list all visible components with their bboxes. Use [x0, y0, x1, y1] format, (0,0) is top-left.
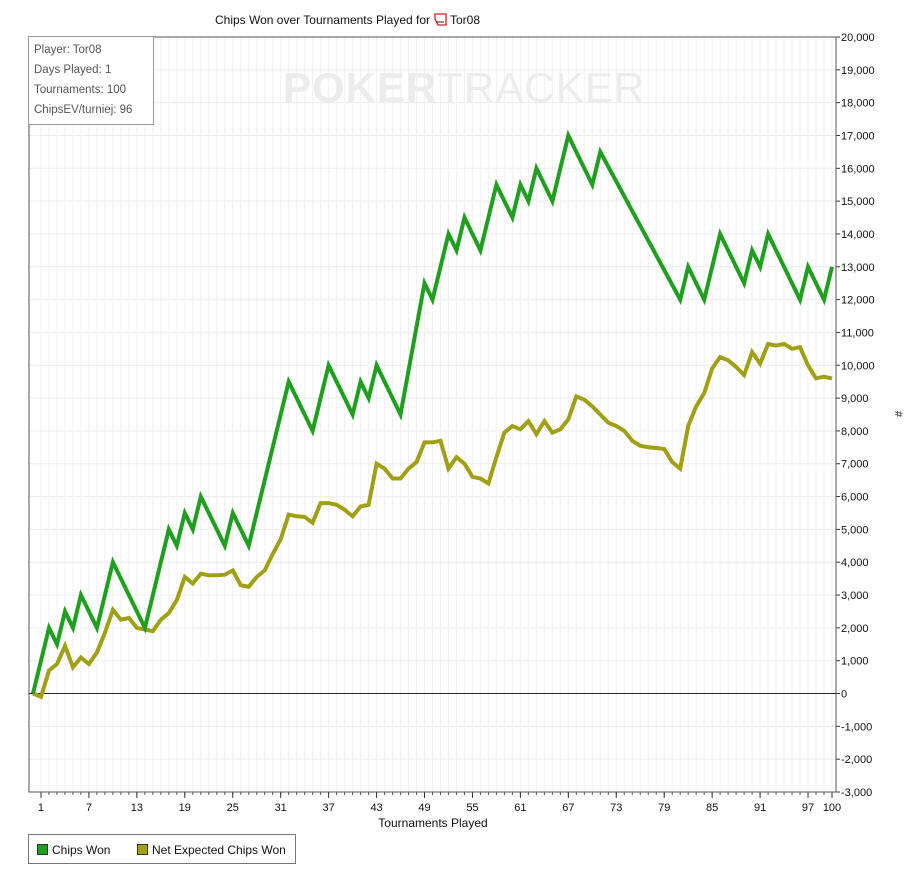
x-tick-label: 37 [323, 802, 335, 814]
legend-item-chips-won[interactable]: Chips Won [37, 843, 110, 857]
player-info-box: Player: Tor08 Days Played: 1 Tournaments… [28, 36, 154, 125]
y-tick-label: 8,000 [841, 426, 869, 438]
x-tick-label: 61 [514, 802, 526, 814]
x-tick-label: 55 [466, 802, 478, 814]
x-tick-label: 73 [610, 802, 622, 814]
x-tick-label: 79 [658, 802, 670, 814]
y-tick-label: 4,000 [841, 557, 869, 569]
x-tick-label: 1 [38, 802, 44, 814]
x-tick-label: 31 [275, 802, 287, 814]
y-tick-label: 11,000 [841, 327, 874, 339]
y-tick-label: 10,000 [841, 360, 875, 372]
y-tick-label: 19,000 [841, 65, 875, 77]
x-tick-label: 7 [86, 802, 92, 814]
y-tick-label: 12,000 [841, 295, 875, 307]
series-chips-won [31, 129, 834, 694]
x-tick-label: 100 [823, 802, 841, 814]
x-tick-label: 19 [179, 802, 191, 814]
x-tick-label: 85 [706, 802, 718, 814]
y-tick-label: -1,000 [841, 721, 872, 733]
x-tick-label: 13 [131, 802, 143, 814]
legend-swatch-net-expected [137, 844, 148, 856]
y-tick-label: 6,000 [841, 492, 869, 504]
y-tick-label: 3,000 [841, 590, 869, 602]
y-tick-label: 5,000 [841, 524, 869, 536]
chart-title: Chips Won over Tournaments Played for [215, 13, 430, 27]
y-tick-label: 15,000 [841, 196, 875, 208]
watermark-text-bold: POKER [283, 64, 438, 111]
info-chips-ev: ChipsEV/turniej: 96 [34, 104, 133, 116]
y-axis-label: # [892, 411, 904, 418]
info-days-played: Days Played: 1 [34, 64, 112, 76]
y-tick-label: -2,000 [841, 754, 872, 766]
legend-label-net-expected: Net Expected Chips Won [152, 843, 286, 857]
y-tick-label: 14,000 [841, 229, 875, 241]
legend-swatch-chips-won [37, 844, 48, 856]
series-net-expected [32, 341, 833, 700]
plot-frame [28, 36, 837, 793]
y-tick-label: 16,000 [841, 163, 875, 175]
legend-item-net-expected[interactable]: Net Expected Chips Won [137, 843, 286, 857]
x-tick-label: 97 [802, 802, 814, 814]
y-tick-label: 7,000 [841, 459, 869, 471]
legend: Chips Won Net Expected Chips Won [28, 834, 296, 864]
y-tick-label: 2,000 [841, 623, 869, 635]
watermark-logo: POKERTRACKER [283, 64, 645, 112]
y-tick-label: 13,000 [841, 262, 875, 274]
y-tick-label: 1,000 [841, 656, 869, 668]
info-player: Player: Tor08 [34, 44, 102, 56]
y-tick-label: 9,000 [841, 393, 869, 405]
x-tick-label: 67 [562, 802, 574, 814]
x-tick-label: 91 [754, 802, 766, 814]
y-tick-label: -3,000 [841, 787, 872, 799]
y-tick-label: 17,000 [841, 130, 875, 142]
chart-title-player: Tor08 [450, 13, 480, 27]
x-tick-label: 25 [227, 802, 239, 814]
title-player-icon [434, 13, 447, 26]
y-tick-label: 20,000 [841, 32, 875, 44]
x-axis-label: Tournaments Played [378, 816, 487, 830]
legend-label-chips-won: Chips Won [52, 843, 111, 857]
y-tick-label: 18,000 [841, 98, 875, 110]
y-tick-label: 0 [841, 689, 847, 701]
info-tournaments: Tournaments: 100 [34, 84, 127, 96]
x-tick-label: 49 [418, 802, 430, 814]
x-tick-label: 43 [370, 802, 382, 814]
watermark-text-thin: TRACKER [437, 64, 646, 111]
